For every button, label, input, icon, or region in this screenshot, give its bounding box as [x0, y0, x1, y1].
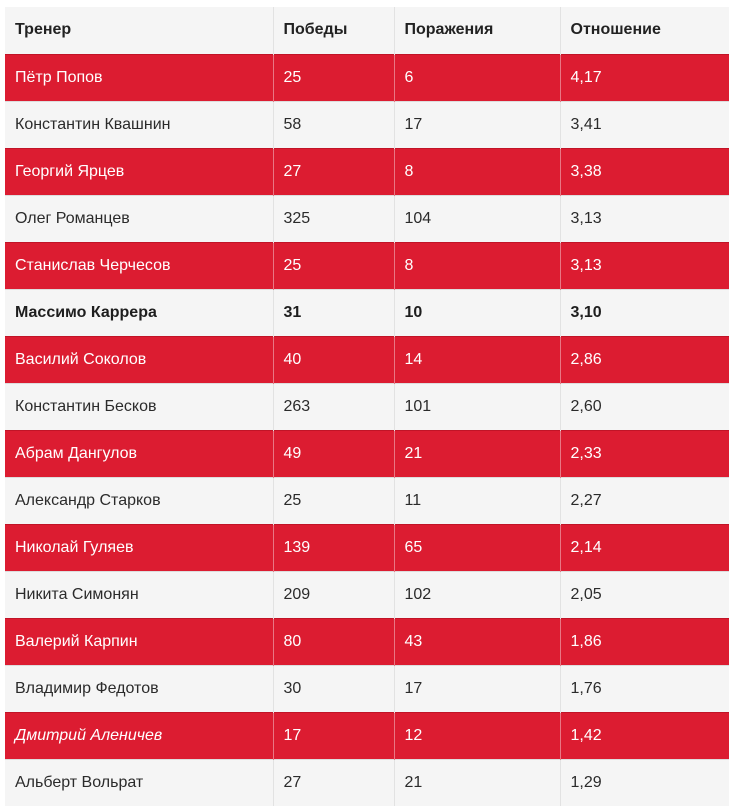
table-row: Олег Романцев 325 104 3,13	[5, 194, 729, 242]
header-losses: Поражения	[394, 7, 561, 54]
cell-wins: 49	[273, 429, 395, 477]
cell-coach: Станислав Черчесов	[5, 241, 274, 289]
cell-wins: 58	[273, 100, 395, 148]
cell-wins: 40	[273, 335, 395, 383]
table-row: Владимир Федотов 30 17 1,76	[5, 664, 729, 712]
header-ratio: Отношение	[560, 7, 729, 54]
cell-coach: Никита Симонян	[5, 570, 274, 618]
cell-losses: 6	[394, 53, 561, 101]
cell-ratio: 2,05	[560, 570, 729, 618]
cell-ratio: 3,13	[560, 194, 729, 242]
table-row: Никита Симонян 209 102 2,05	[5, 570, 729, 618]
cell-ratio: 1,76	[560, 664, 729, 712]
cell-wins: 27	[273, 758, 395, 806]
cell-wins: 25	[273, 476, 395, 524]
cell-wins: 27	[273, 147, 395, 195]
cell-losses: 102	[394, 570, 561, 618]
table-row: Александр Старков 25 11 2,27	[5, 476, 729, 524]
table-row: Константин Квашнин 58 17 3,41	[5, 100, 729, 148]
table-row: Альберт Вольрат 27 21 1,29	[5, 758, 729, 806]
cell-coach: Валерий Карпин	[5, 617, 274, 665]
cell-ratio: 4,17	[560, 53, 729, 101]
cell-coach: Абрам Дангулов	[5, 429, 274, 477]
header-wins: Победы	[273, 7, 395, 54]
table-row: Валерий Карпин 80 43 1,86	[5, 617, 729, 665]
cell-ratio: 3,10	[560, 288, 729, 336]
cell-wins: 139	[273, 523, 395, 571]
cell-wins: 325	[273, 194, 395, 242]
table-row: Василий Соколов 40 14 2,86	[5, 335, 729, 383]
cell-losses: 8	[394, 147, 561, 195]
cell-coach: Александр Старков	[5, 476, 274, 524]
cell-coach: Константин Бесков	[5, 382, 274, 430]
table-row: Георгий Ярцев 27 8 3,38	[5, 147, 729, 195]
cell-wins: 17	[273, 711, 395, 759]
cell-wins: 263	[273, 382, 395, 430]
cell-wins: 209	[273, 570, 395, 618]
cell-ratio: 2,27	[560, 476, 729, 524]
table-row: Николай Гуляев 139 65 2,14	[5, 523, 729, 571]
cell-coach: Георгий Ярцев	[5, 147, 274, 195]
cell-ratio: 1,29	[560, 758, 729, 806]
cell-coach: Дмитрий Аленичев	[5, 711, 274, 759]
cell-losses: 12	[394, 711, 561, 759]
cell-losses: 43	[394, 617, 561, 665]
table-row: Константин Бесков 263 101 2,60	[5, 382, 729, 430]
cell-losses: 101	[394, 382, 561, 430]
coach-stats-table: Тренер Победы Поражения Отношение Пётр П…	[5, 7, 729, 806]
table-row: Массимо Каррера 31 10 3,10	[5, 288, 729, 336]
cell-ratio: 3,41	[560, 100, 729, 148]
cell-losses: 10	[394, 288, 561, 336]
cell-ratio: 1,42	[560, 711, 729, 759]
cell-losses: 65	[394, 523, 561, 571]
cell-wins: 80	[273, 617, 395, 665]
cell-ratio: 3,13	[560, 241, 729, 289]
cell-losses: 8	[394, 241, 561, 289]
table-row: Абрам Дангулов 49 21 2,33	[5, 429, 729, 477]
table-row: Пётр Попов 25 6 4,17	[5, 53, 729, 101]
cell-ratio: 2,33	[560, 429, 729, 477]
cell-ratio: 2,60	[560, 382, 729, 430]
header-coach: Тренер	[5, 7, 274, 54]
cell-ratio: 3,38	[560, 147, 729, 195]
table-row: Станислав Черчесов 25 8 3,13	[5, 241, 729, 289]
cell-coach: Альберт Вольрат	[5, 758, 274, 806]
cell-losses: 17	[394, 100, 561, 148]
cell-losses: 14	[394, 335, 561, 383]
cell-losses: 104	[394, 194, 561, 242]
cell-losses: 21	[394, 758, 561, 806]
table-header: Тренер Победы Поражения Отношение	[5, 7, 729, 54]
cell-wins: 25	[273, 53, 395, 101]
cell-ratio: 1,86	[560, 617, 729, 665]
cell-coach: Владимир Федотов	[5, 664, 274, 712]
cell-coach: Константин Квашнин	[5, 100, 274, 148]
cell-ratio: 2,86	[560, 335, 729, 383]
cell-wins: 30	[273, 664, 395, 712]
cell-coach: Массимо Каррера	[5, 288, 274, 336]
table-body: Пётр Попов 25 6 4,17 Константин Квашнин 58 17 3…	[5, 53, 729, 806]
cell-losses: 11	[394, 476, 561, 524]
cell-ratio: 2,14	[560, 523, 729, 571]
cell-wins: 31	[273, 288, 395, 336]
cell-wins: 25	[273, 241, 395, 289]
cell-losses: 21	[394, 429, 561, 477]
cell-coach: Василий Соколов	[5, 335, 274, 383]
cell-losses: 17	[394, 664, 561, 712]
cell-coach: Николай Гуляев	[5, 523, 274, 571]
header-row: Тренер Победы Поражения Отношение	[5, 7, 729, 54]
cell-coach: Олег Романцев	[5, 194, 274, 242]
cell-coach: Пётр Попов	[5, 53, 274, 101]
table-row: Дмитрий Аленичев 17 12 1,42	[5, 711, 729, 759]
coach-stats-table-container: Тренер Победы Поражения Отношение Пётр П…	[5, 7, 729, 806]
